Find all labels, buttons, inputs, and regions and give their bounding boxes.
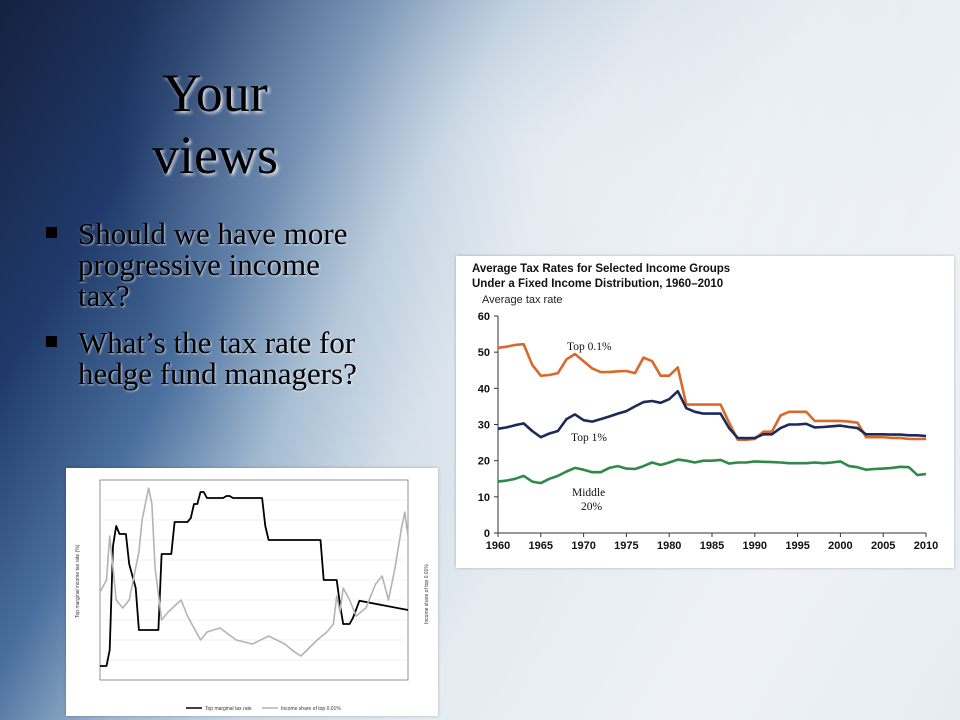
- x-tick-label: 2000: [828, 540, 852, 552]
- y-tick-label: 10: [478, 492, 490, 504]
- y-tick-label: 40: [478, 383, 490, 395]
- y-axis-label: Average tax rate: [482, 294, 563, 306]
- tax-rate-chart-svg: Average Tax Rates for Selected Income Gr…: [472, 263, 938, 552]
- bullet-text: What’s the tax rate for hedge fund manag…: [78, 325, 357, 391]
- legend-label-income-share: Income share of top 0.01%: [281, 706, 341, 712]
- left-axis-label: Top marginal income tax rate (%): [75, 544, 81, 618]
- x-tick-label: 1975: [614, 540, 638, 552]
- bullet-text: Should we have more progressive income t…: [78, 216, 348, 313]
- bullet-item: Should we have more progressive income t…: [44, 218, 374, 311]
- x-tick-label: 2010: [914, 540, 938, 552]
- y-tick-label: 30: [478, 420, 490, 432]
- marginal-rate-chart: Top marginal income tax rate (%) Income …: [66, 468, 438, 716]
- series-line-0: [497, 342, 926, 441]
- chart-title-line2: Under a Fixed Income Distribution, 1960–…: [472, 278, 723, 290]
- slide-title-line2: views: [152, 125, 278, 185]
- slide-title: Your views: [100, 62, 330, 186]
- y-tick-label: 0: [484, 528, 490, 540]
- x-tick-label: 1980: [657, 540, 681, 552]
- right-axis-label: Income share of top 0.01%: [424, 564, 430, 624]
- y-tick-label: 20: [478, 456, 490, 468]
- x-tick-label: 2005: [871, 540, 895, 552]
- marginal-rate-chart-svg: Top marginal income tax rate (%) Income …: [75, 479, 430, 712]
- series-line-1: [497, 389, 927, 440]
- y-tick-label: 50: [478, 347, 490, 359]
- annotation-top-0-1: Top 0.1%: [567, 341, 612, 353]
- chart-legend: Top marginal tax rate Income share of to…: [186, 706, 341, 712]
- x-tick-label: 1985: [700, 540, 724, 552]
- x-tick-label: 1990: [743, 540, 767, 552]
- x-tick-label: 1960: [486, 540, 510, 552]
- slide-title-line1: Your: [162, 63, 268, 123]
- legend-label-tax-rate: Top marginal tax rate: [205, 706, 252, 712]
- annotation-middle: Middle: [572, 487, 605, 499]
- bullet-list: Should we have more progressive income t…: [44, 218, 374, 405]
- x-tick-label: 1965: [529, 540, 553, 552]
- square-bullet-icon: [46, 227, 57, 238]
- bullet-item: What’s the tax rate for hedge fund manag…: [44, 327, 374, 389]
- annotation-top-1: Top 1%: [571, 432, 607, 444]
- y-tick-label: 60: [478, 311, 490, 323]
- tax-rate-chart: Average Tax Rates for Selected Income Gr…: [456, 256, 954, 568]
- annotation-20-percent: 20%: [581, 501, 603, 513]
- x-tick-label: 1970: [571, 540, 595, 552]
- chart-title-line1: Average Tax Rates for Selected Income Gr…: [472, 263, 730, 275]
- series-line-0: [100, 491, 409, 667]
- series-line-2: [497, 458, 927, 485]
- series-line-1: [99, 487, 409, 657]
- square-bullet-icon: [46, 336, 57, 347]
- x-tick-label: 1995: [785, 540, 809, 552]
